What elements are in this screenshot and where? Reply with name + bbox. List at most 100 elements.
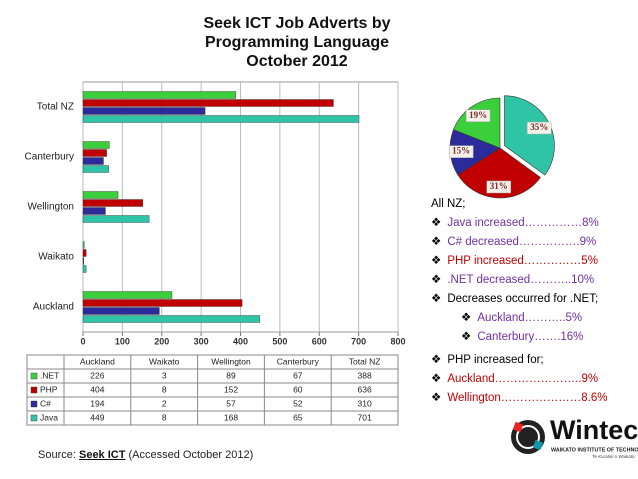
pie-label-box: [526, 121, 552, 135]
pie-slice: [457, 147, 541, 199]
y-tick-label: Waikato: [38, 252, 74, 263]
table-cell: 449: [90, 412, 104, 422]
logo-globe-ring: [516, 425, 540, 449]
note: Wellington…………………8.6%: [431, 389, 636, 408]
y-tick-label: Total NZ: [37, 102, 74, 113]
y-tick-label: Wellington: [27, 202, 74, 213]
table-cell: 636: [358, 384, 372, 394]
y-tick-label: Auckland: [33, 302, 74, 313]
pie-label: 15%: [452, 146, 470, 156]
table-header: Wellington: [211, 356, 251, 366]
bar: [82, 307, 160, 315]
legend-swatch: [30, 386, 38, 394]
table-cell: 310: [358, 398, 372, 408]
logo: Wintec WAIKATO INSTITUTE OF TECHNOLOGYTe …: [511, 415, 638, 459]
y-tick-label: Canterbury: [25, 152, 74, 163]
legend-swatch: [30, 372, 38, 380]
note: Auckland…………………..9%: [431, 370, 636, 389]
bar: [82, 241, 85, 249]
table-header: Auckland: [80, 356, 115, 366]
bar: [82, 91, 236, 99]
bar: [82, 291, 173, 299]
bar: [82, 107, 206, 115]
bar: [82, 191, 119, 199]
source-link[interactable]: Seek ICT: [78, 449, 126, 461]
table-cell: 67: [293, 370, 303, 380]
notes: All NZ; Java increased……………8% C# decreas…: [431, 195, 636, 408]
table-header: Waikato: [149, 356, 180, 366]
table-cell: 52: [293, 398, 303, 408]
pie-label: 35%: [530, 122, 548, 132]
note: Canterbury…….16%: [431, 328, 636, 347]
logo-accent: [532, 439, 544, 451]
pie-label-box: [465, 109, 491, 122]
logo-line: WAIKATO INSTITUTE OF TECHNOLOGY: [551, 447, 638, 453]
bar: [82, 249, 87, 257]
table-frame: [26, 354, 399, 426]
table-cell: 60: [293, 384, 303, 394]
table-cell: 2: [162, 398, 167, 408]
bar: [82, 215, 150, 223]
table-cell: 152: [224, 384, 238, 394]
bar: [82, 157, 104, 165]
table-cell: 388: [358, 370, 372, 380]
logo-line: Te Kuratini o Waikato: [592, 454, 635, 459]
notes-heading: All NZ;: [431, 198, 466, 210]
note: .NET decreased………..10%: [431, 271, 636, 290]
bar: [82, 115, 360, 123]
bar: [82, 141, 110, 149]
bar: [82, 265, 87, 273]
x-tick-label: 500: [272, 336, 287, 346]
note: Auckland………..5%: [431, 309, 636, 328]
table-cell: 57: [226, 398, 236, 408]
pie-label-box: [486, 180, 512, 194]
bar: [82, 299, 243, 307]
bar: [82, 99, 334, 107]
chart-title: Seek ICT Job Adverts by Programming Lang…: [203, 15, 391, 70]
x-tick-label: 800: [390, 336, 405, 346]
table-cell: 168: [224, 412, 238, 422]
pie-label: 19%: [469, 110, 487, 120]
bar: [82, 165, 109, 173]
note: Java increased……………8%: [431, 214, 636, 233]
pie-label-box: [448, 145, 474, 158]
note: PHP increased for;: [431, 351, 636, 370]
table-cell: 89: [226, 370, 236, 380]
bar: [82, 207, 106, 215]
legend-swatch: [30, 414, 38, 422]
note: Decreases occurred for .NET;: [431, 290, 636, 309]
legend-label: Java: [40, 412, 58, 422]
legend-label: C#: [40, 398, 51, 408]
source-prefix: Source:: [38, 449, 76, 461]
legend-label: .NET: [40, 370, 59, 380]
logo-accent: [512, 421, 524, 433]
table-cell: 8: [162, 412, 167, 422]
bar: [82, 149, 107, 157]
legend-swatch: [30, 400, 38, 408]
source-suffix: (Accessed October 2012): [128, 449, 254, 461]
table-cell: 404: [90, 384, 104, 394]
note: C# decreased…………….9%: [431, 233, 636, 252]
logo-name: Wintec: [550, 415, 638, 445]
table-cell: 226: [90, 370, 104, 380]
x-tick-label: 200: [154, 336, 169, 346]
x-tick-label: 600: [312, 336, 327, 346]
source: Source: Seek ICT (Accessed October 2012): [38, 449, 253, 461]
table-cell: 65: [293, 412, 303, 422]
legend-label: PHP: [40, 384, 58, 394]
pie-label: 31%: [490, 181, 508, 191]
x-tick-label: 0: [80, 336, 85, 346]
x-tick-label: 400: [233, 336, 248, 346]
table-cell: 8: [162, 384, 167, 394]
table-header: Total NZ: [349, 356, 381, 366]
table-cell: 3: [162, 370, 167, 380]
note: PHP increased……………5%: [431, 252, 636, 271]
x-tick-label: 700: [351, 336, 366, 346]
x-tick-label: 300: [194, 336, 209, 346]
bar: [82, 257, 84, 265]
table-header: Canterbury: [277, 356, 320, 366]
table-cell: 701: [358, 412, 372, 422]
bar: [82, 199, 144, 207]
